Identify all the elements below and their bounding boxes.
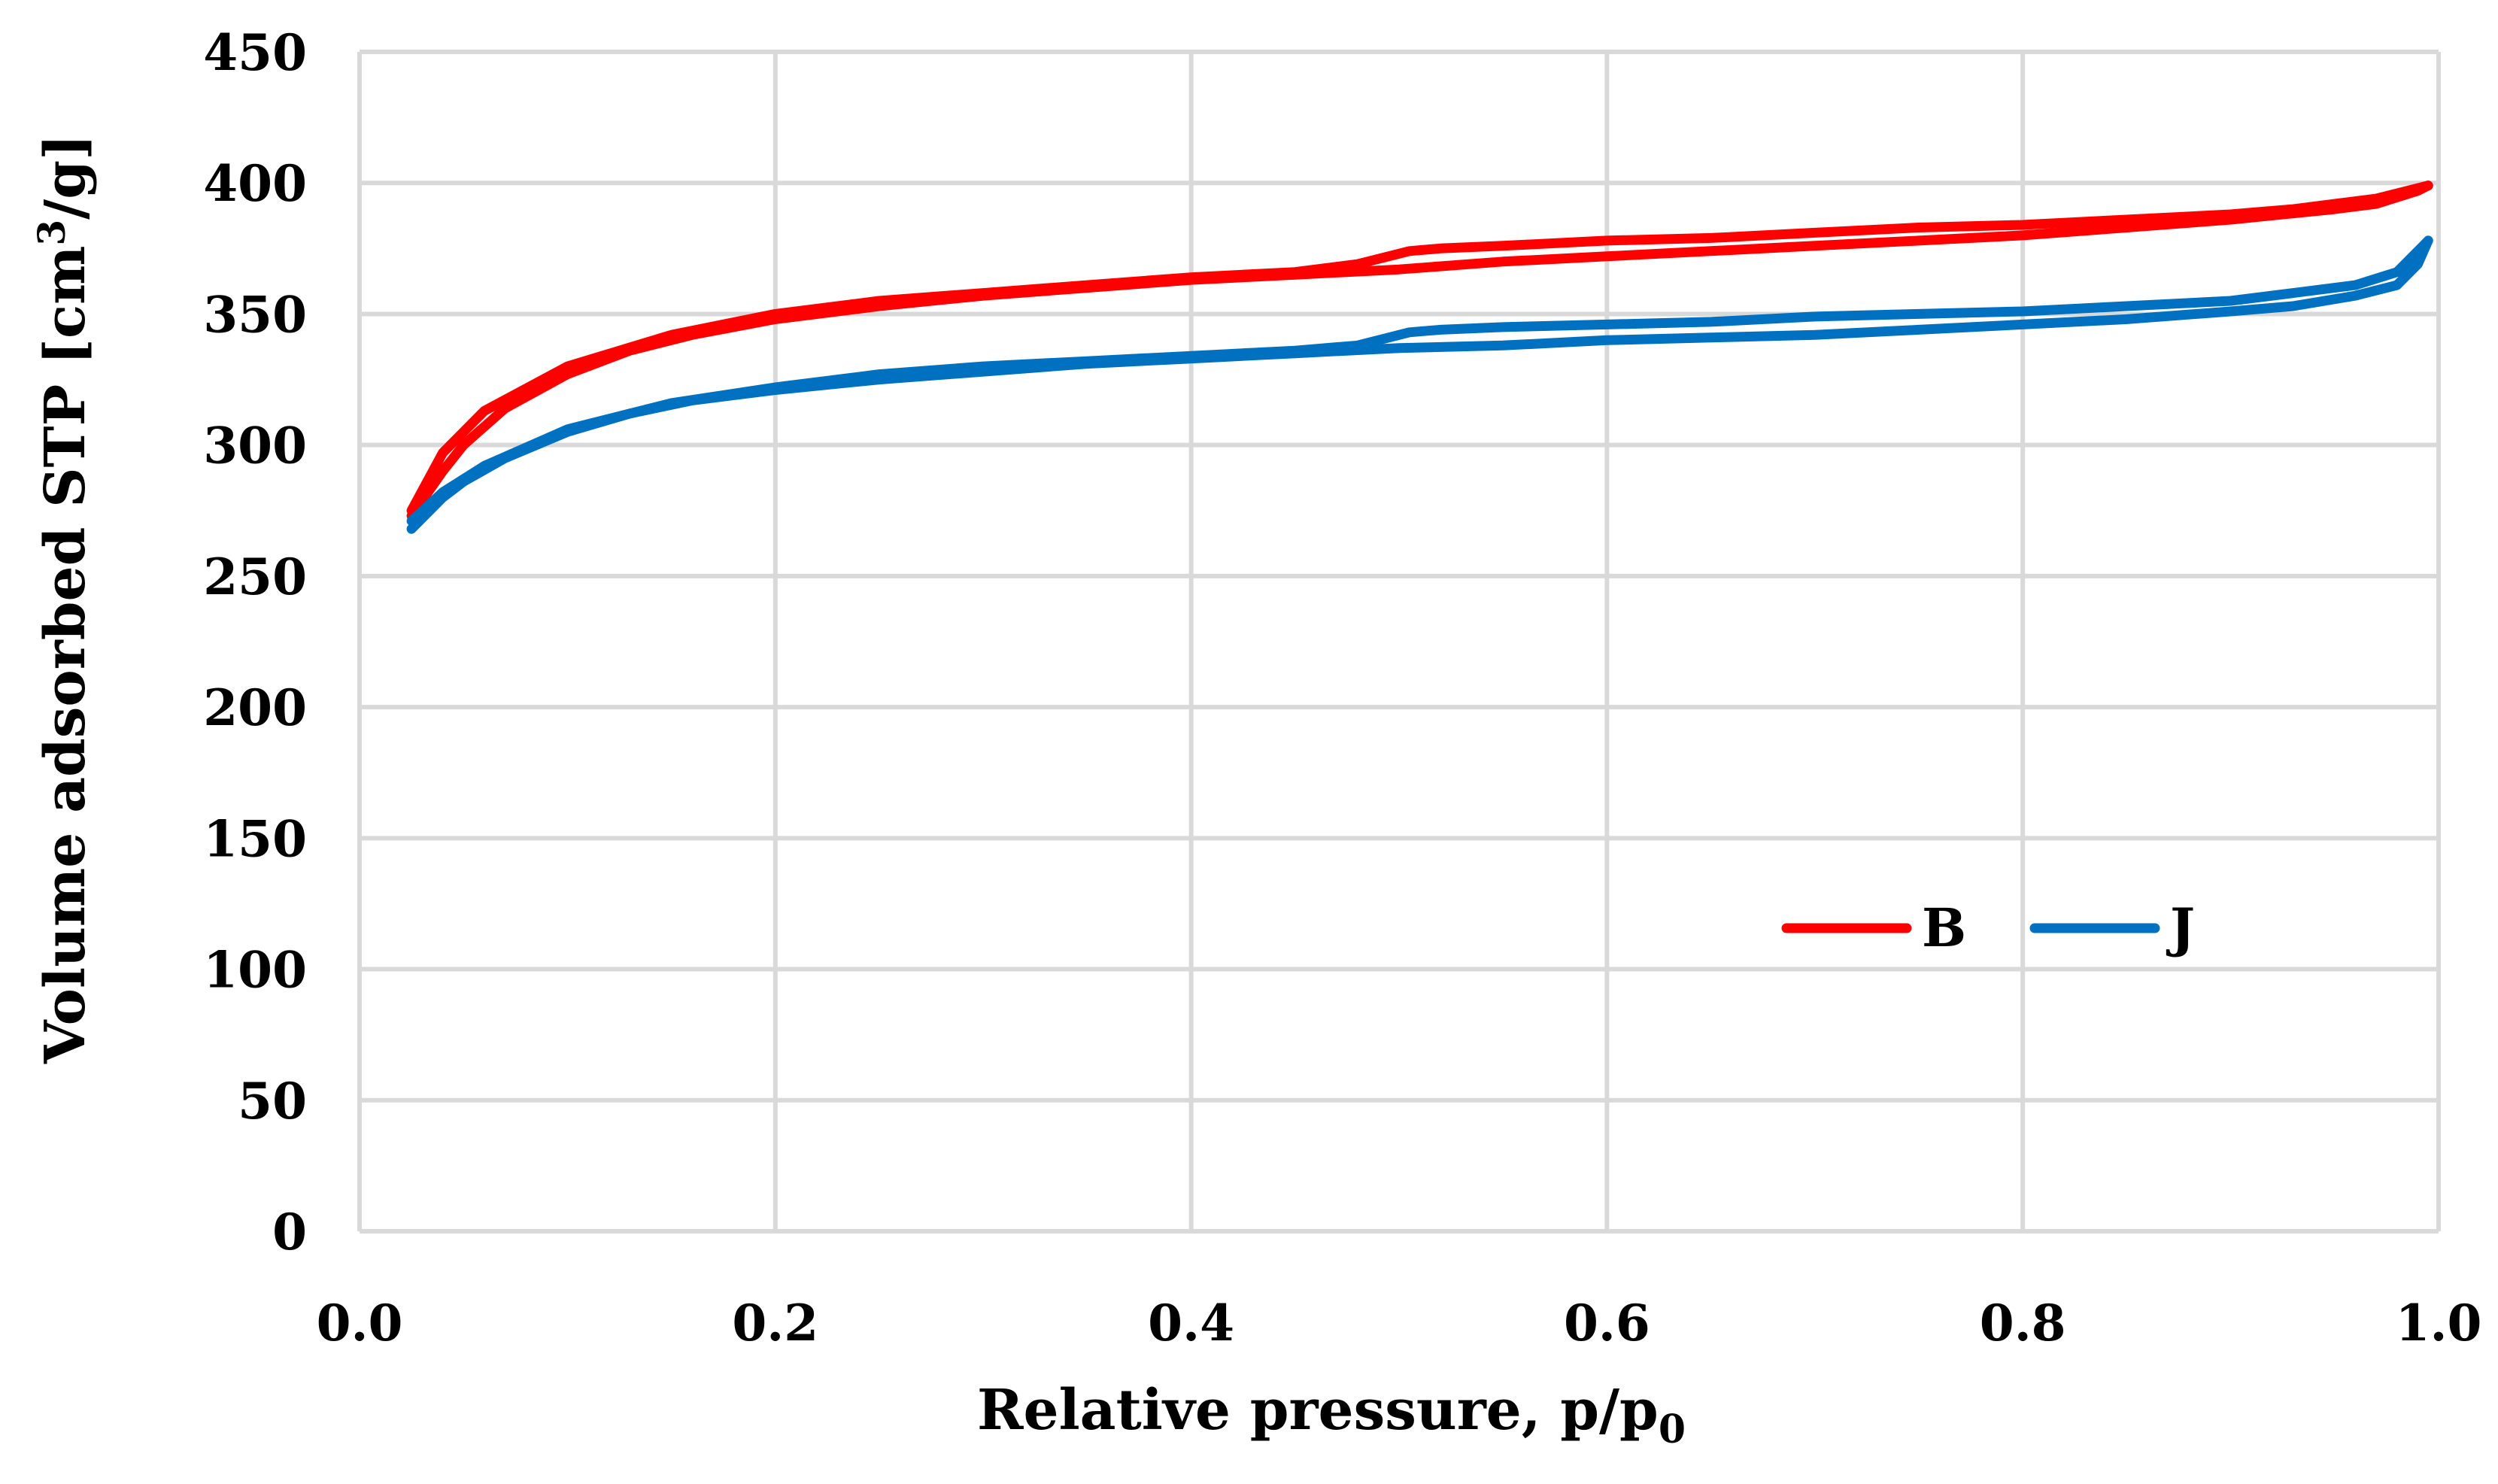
legend-label-J: J — [2166, 897, 2195, 959]
y-tick-label: 250 — [203, 548, 307, 606]
x-tick-label: 1.0 — [2396, 1294, 2482, 1352]
y-axis-title: Volume adsorbed STP [cm3/g] — [29, 134, 98, 1064]
tick-labels: 0 50 100 150 200 250 300 350 400 450 0.0 0.2 0.4 0.6 0… — [203, 23, 2481, 1352]
series-B-adsorption-line — [406, 181, 2433, 521]
y-tick-label: 150 — [203, 809, 307, 868]
x-tick-label: 0.4 — [1148, 1294, 1234, 1352]
x-tick-label: 0.2 — [732, 1294, 818, 1352]
y-tick-label: 0 — [272, 1203, 307, 1261]
x-tick-label: 0.6 — [1564, 1294, 1650, 1352]
y-tick-label: 200 — [203, 678, 307, 737]
y-tick-label: 300 — [203, 417, 307, 475]
series-J-desorption-line — [406, 235, 2433, 527]
grid-lines — [357, 50, 2441, 1234]
series-B-desorption-line — [406, 181, 2433, 516]
y-tick-label: 450 — [203, 23, 307, 82]
x-axis-title: Relative pressure, p/p0 — [977, 1378, 1686, 1452]
y-tick-label: 100 — [203, 941, 307, 1000]
x-tick-label: 0.8 — [1980, 1294, 2066, 1352]
y-tick-label: 50 — [238, 1072, 307, 1130]
series-J-adsorption-line — [406, 235, 2433, 534]
series-lines — [406, 181, 2433, 534]
legend-label-B: B — [1922, 897, 1966, 959]
x-tick-label: 0.0 — [317, 1294, 403, 1352]
y-tick-label: 400 — [203, 154, 307, 213]
y-tick-label: 350 — [203, 285, 307, 344]
